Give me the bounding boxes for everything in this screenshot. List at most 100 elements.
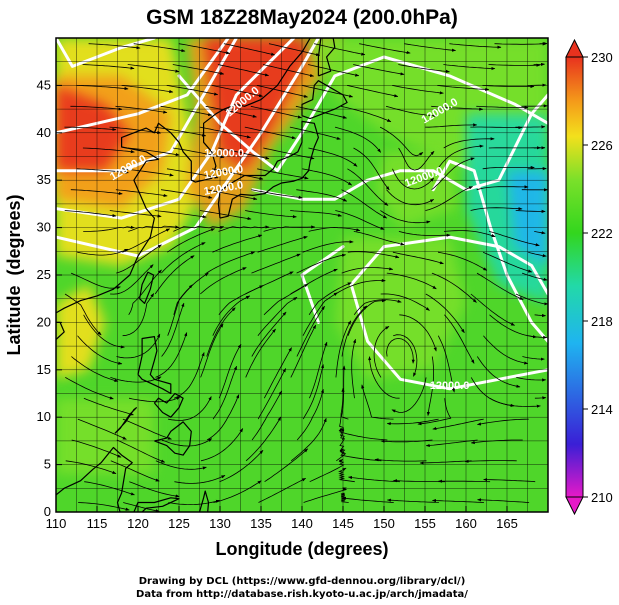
streamline: [302, 240, 354, 253]
streamline: [335, 278, 386, 295]
streamline: [88, 43, 141, 50]
chart-title: GSM 18Z28May2024 (200.0hPa): [146, 6, 458, 29]
x-tick-label: 155: [414, 516, 436, 531]
streamline: [534, 396, 547, 400]
streamline: [217, 64, 269, 77]
streamline: [290, 324, 317, 378]
streamline: [488, 63, 541, 67]
streamline: [178, 43, 231, 55]
grid-lines: [56, 38, 548, 512]
streamline: [334, 126, 382, 153]
streamline: [391, 377, 427, 413]
streamline: [515, 209, 546, 213]
x-tick-label: 135: [250, 516, 272, 531]
streamline: [257, 236, 308, 253]
streamline: [257, 368, 287, 420]
streamline: [470, 439, 523, 445]
streamline: [161, 302, 185, 357]
streamline: [432, 498, 485, 503]
streamline: [335, 210, 385, 230]
streamline: [386, 272, 437, 290]
streamline: [443, 137, 495, 149]
light-green-center: [334, 237, 466, 380]
streamline: [341, 305, 368, 357]
y-tick-label: 15: [37, 362, 51, 377]
streamline: [257, 296, 298, 336]
streamline: [347, 251, 400, 259]
colorbar-tick-label: 218: [591, 314, 613, 329]
x-tick-label: 165: [496, 516, 518, 531]
coast-visayas: [153, 392, 184, 418]
colorbar-gradient: [565, 56, 584, 498]
streamline: [392, 251, 444, 265]
streamline: [404, 43, 456, 52]
yellow-region-south: [56, 284, 106, 380]
light-green-southwest: [56, 398, 155, 475]
streamline: [122, 418, 172, 440]
coast-japan-honshu: [217, 120, 319, 219]
streamline: [348, 475, 400, 483]
streamline: [128, 269, 162, 315]
streamline: [206, 394, 240, 441]
colorbar-tick-label: 214: [591, 402, 613, 417]
streamline: [154, 255, 195, 295]
streamline: [256, 85, 308, 98]
streamline: [123, 502, 160, 512]
colorbar-tick-label: 230: [591, 50, 613, 65]
streamline: [521, 272, 548, 281]
streamline: [393, 479, 445, 483]
streamline: [308, 282, 352, 316]
streamline: [245, 271, 294, 295]
streamline: [476, 356, 521, 388]
streamline: [167, 228, 215, 253]
colorbar-tick-label: 226: [591, 138, 613, 153]
coast-sulawesi: [133, 497, 180, 512]
streamline: [161, 438, 213, 447]
y-tick-label: 0: [44, 504, 51, 519]
streamline: [308, 147, 358, 167]
streamline: [470, 377, 515, 407]
streamline: [245, 328, 276, 378]
x-tick-label: 150: [373, 516, 395, 531]
streamline: [335, 320, 352, 378]
streamline: [160, 105, 213, 117]
streamline: [116, 244, 162, 274]
streamline: [482, 84, 535, 89]
streamline: [340, 105, 392, 123]
streamline: [83, 397, 134, 416]
streamline: [212, 365, 237, 420]
streamline: [116, 439, 166, 463]
streamline: [417, 398, 452, 426]
streamline: [199, 126, 251, 139]
streamline: [393, 334, 418, 377]
streamline: [386, 418, 439, 426]
x-tick-label: 120: [127, 516, 149, 531]
streamline: [205, 105, 257, 118]
streamline: [341, 267, 394, 274]
streamline: [290, 268, 338, 295]
streamline: [449, 43, 502, 49]
streamline: [296, 189, 348, 202]
x-tick-label: 160: [455, 516, 477, 531]
streamline: [488, 231, 540, 247]
streamline: [71, 356, 119, 382]
streamline: [437, 251, 488, 271]
streamline: [263, 347, 292, 399]
streamline: [464, 459, 517, 463]
streamline: [398, 231, 451, 237]
streamline: [70, 272, 121, 290]
streamline: [128, 225, 180, 232]
streamline: [206, 307, 236, 357]
streamline: [290, 210, 342, 217]
streamline: [77, 248, 129, 256]
streamline: [353, 64, 405, 76]
streamline: [477, 498, 530, 503]
coast-asia-mainland: [56, 38, 311, 314]
y-tick-label: 10: [37, 409, 51, 424]
streamline: [258, 477, 307, 503]
y-tick-label: 20: [37, 314, 51, 329]
streamline: [476, 185, 529, 191]
contour-line: [177, 55, 548, 173]
streamline: [296, 253, 346, 274]
streamline: [116, 333, 161, 359]
